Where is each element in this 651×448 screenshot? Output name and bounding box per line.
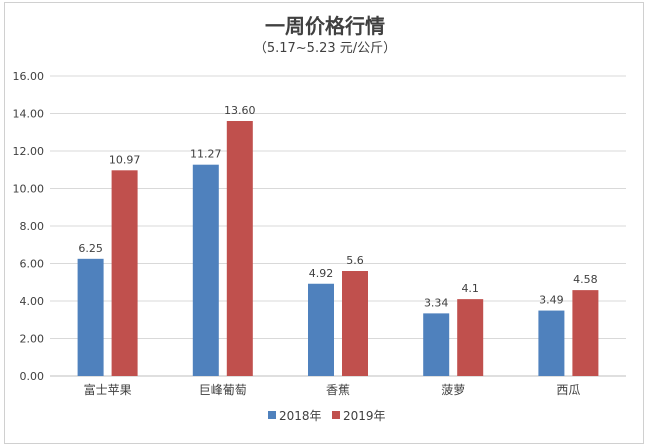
- data-label: 4.58: [573, 273, 598, 286]
- bar-series1: [77, 258, 104, 376]
- category-label: 香蕉: [326, 383, 350, 397]
- category-label: 菠萝: [441, 383, 465, 397]
- data-labels: 6.25 10.97 11.27 13.60 4.92 5.6 3.34 4.1 3.49 4.5…: [78, 104, 597, 309]
- y-tick-label: 6.00: [20, 258, 45, 271]
- y-tick-label: 14.00: [13, 108, 45, 121]
- y-tick-label: 10.00: [13, 183, 45, 196]
- data-label: 13.60: [224, 104, 256, 117]
- y-tick-label: 16.00: [13, 70, 45, 83]
- gridlines: [50, 75, 626, 377]
- bar-series2: [572, 290, 599, 376]
- chart-title: 一周价格行情: [265, 14, 385, 38]
- legend-swatch: [332, 411, 340, 419]
- data-label: 3.34: [424, 296, 449, 309]
- data-label: 11.27: [190, 148, 222, 161]
- data-label: 5.6: [346, 254, 364, 267]
- data-label: 4.1: [461, 282, 479, 295]
- y-tick-label: 0.00: [20, 370, 45, 383]
- y-tick-label: 4.00: [20, 295, 45, 308]
- category-label: 富士苹果: [84, 382, 132, 397]
- bar-series2: [342, 271, 368, 376]
- data-label: 10.97: [109, 153, 141, 166]
- category-label: 巨峰葡萄: [199, 383, 247, 397]
- chart-subtitle: （5.17~5.23 元/公斤）: [254, 41, 396, 56]
- y-tick-label: 8.00: [20, 220, 45, 233]
- bar-series1: [192, 164, 219, 376]
- bar-series1: [308, 283, 334, 376]
- legend-label: 2019年: [343, 409, 386, 423]
- y-tick-label: 12.00: [13, 145, 45, 158]
- data-label: 4.92: [309, 267, 334, 280]
- legend: 2018年 2019年: [268, 409, 386, 423]
- bars: [77, 121, 599, 376]
- legend-label: 2018年: [279, 409, 322, 423]
- y-tick-label: 2.00: [20, 333, 45, 346]
- category-label: 西瓜: [556, 383, 580, 397]
- x-axis-categories: 富士苹果 巨峰葡萄 香蕉 菠萝 西瓜: [84, 382, 581, 397]
- y-axis-ticks: 0.00 2.00 4.00 6.00 8.00 10.00 12.00 14.00 16.00: [13, 70, 45, 383]
- bar-series2: [226, 121, 253, 376]
- legend-swatch: [268, 411, 276, 419]
- bar-series1: [423, 313, 450, 376]
- data-label: 6.25: [78, 242, 103, 255]
- bar-series2: [111, 170, 138, 376]
- bar-series1: [538, 310, 565, 376]
- bar-series2: [457, 299, 484, 376]
- data-label: 3.49: [539, 294, 564, 307]
